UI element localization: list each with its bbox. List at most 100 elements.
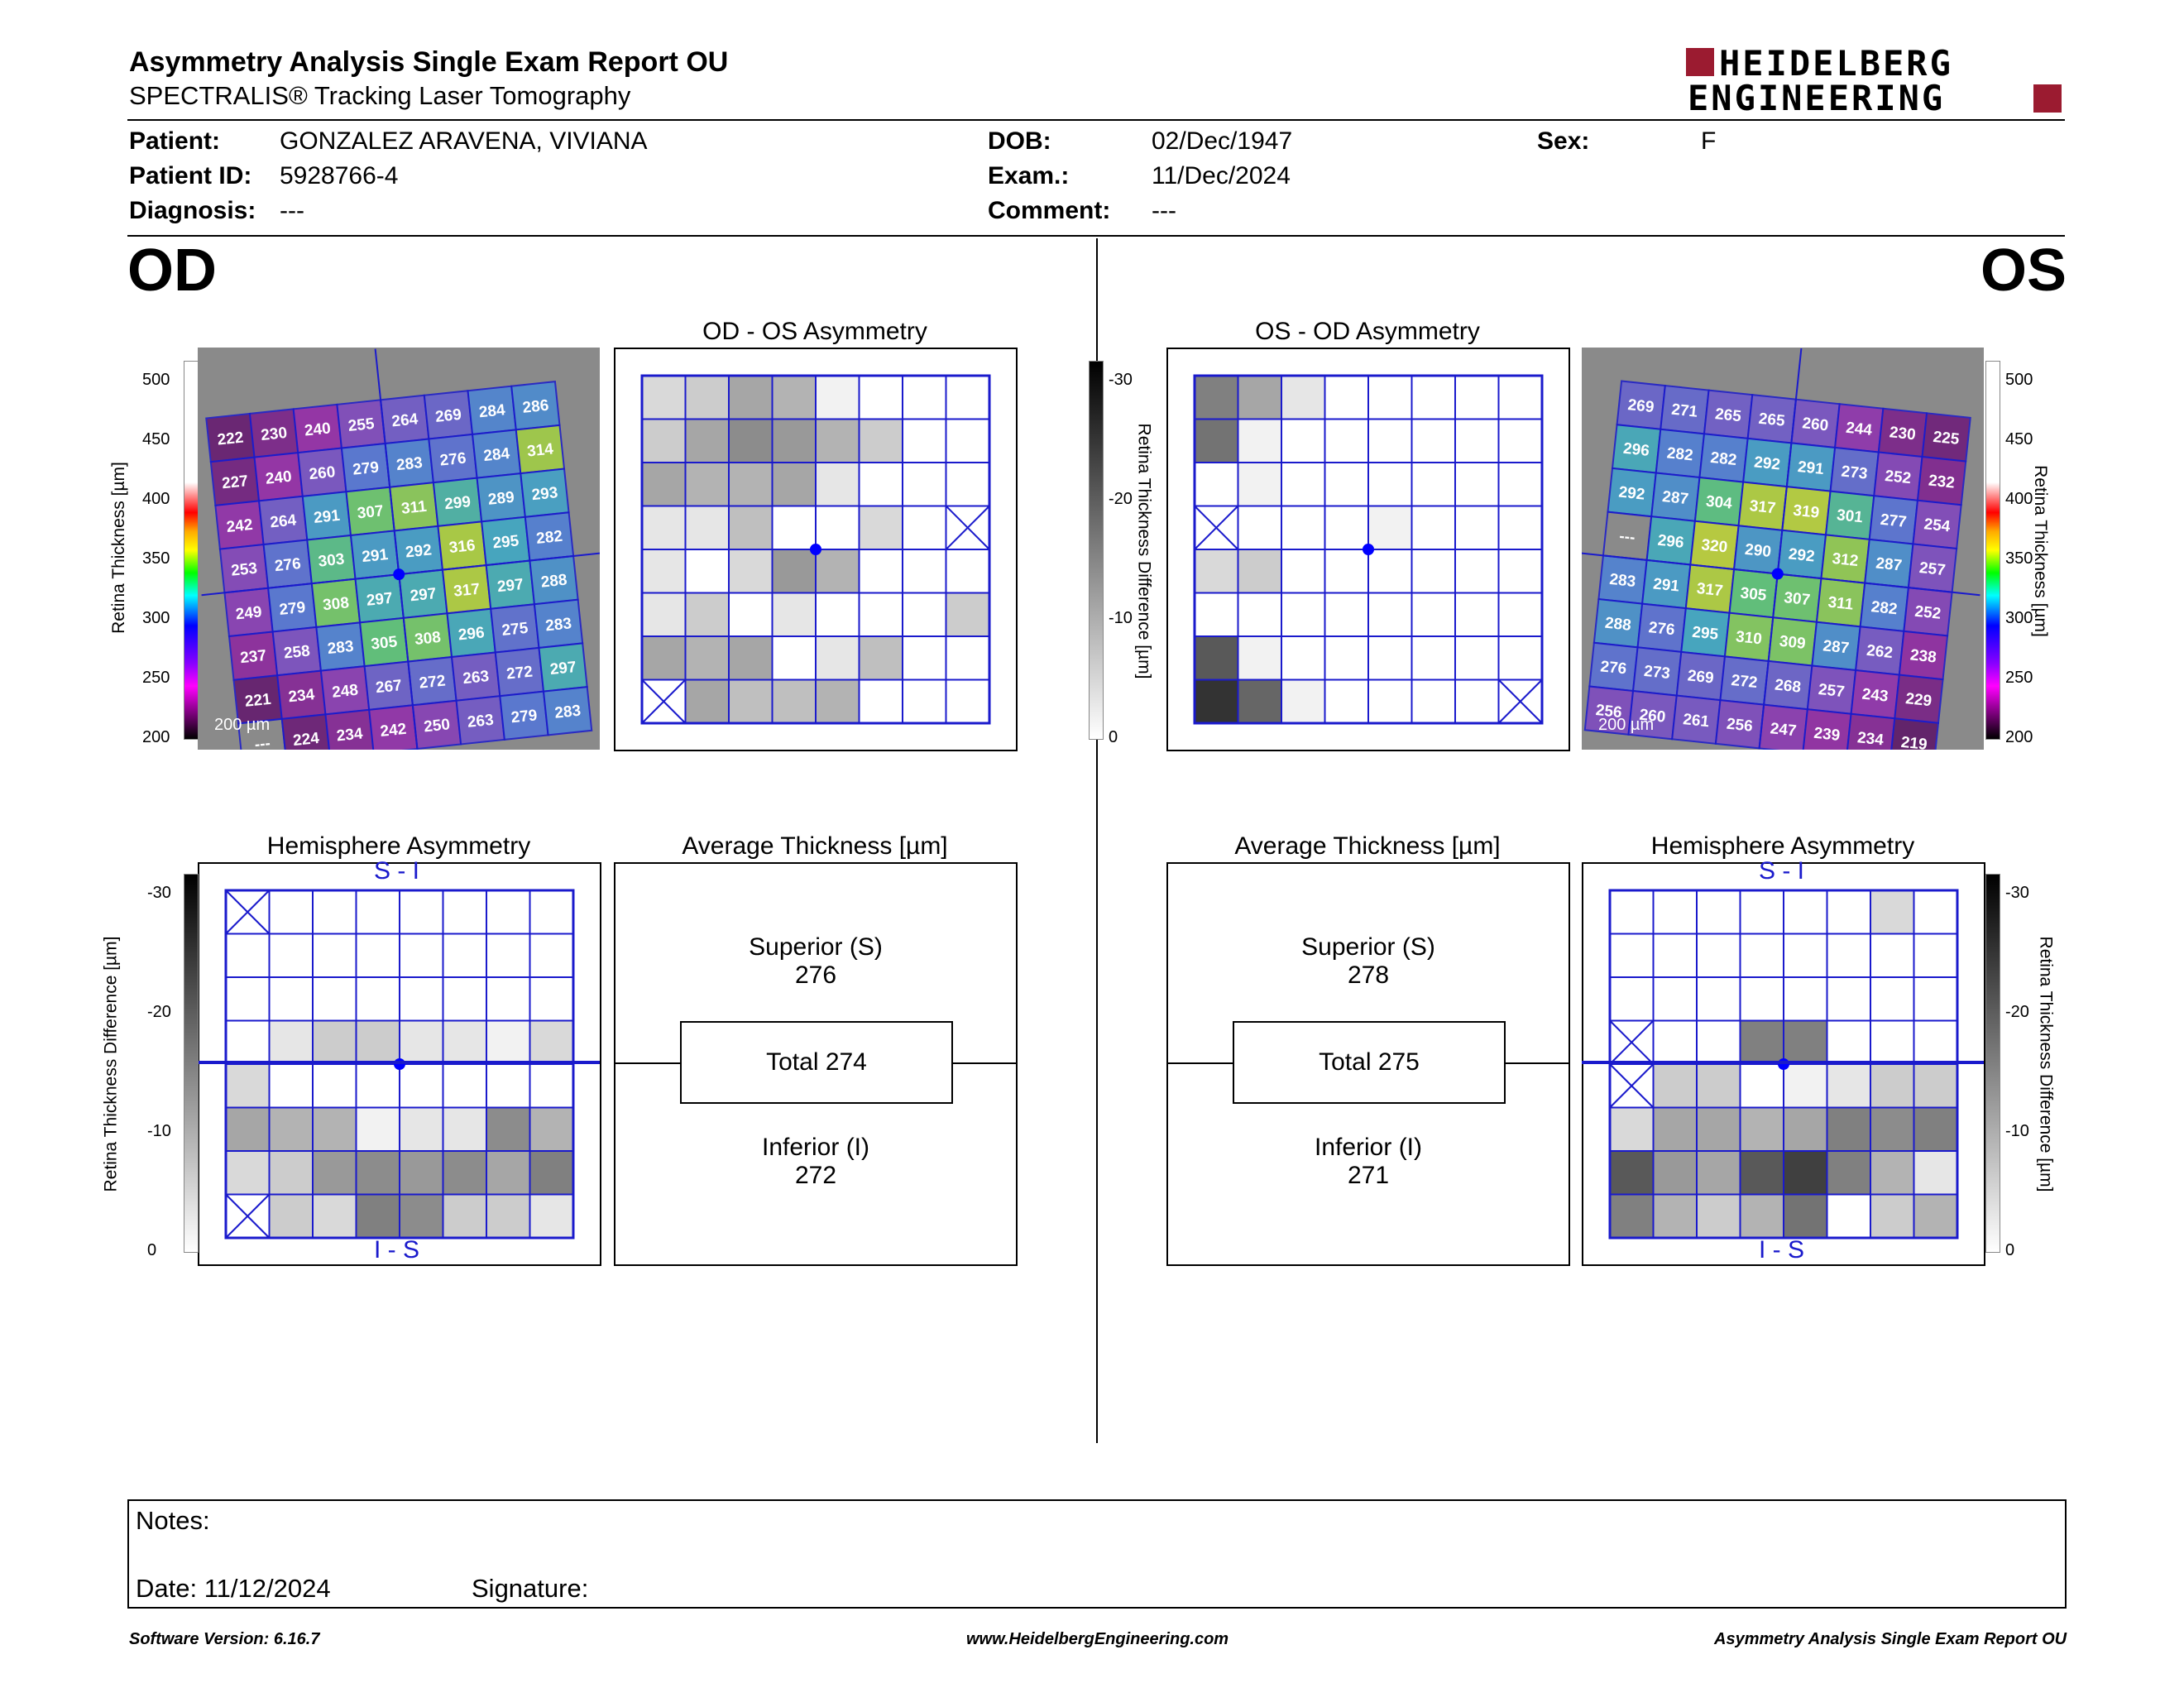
od-map-cell-value: 314 bbox=[526, 440, 554, 460]
od-hemi-cell bbox=[486, 890, 531, 935]
od-hemi-tick: -30 bbox=[147, 884, 171, 902]
od-map-cell-value: 279 bbox=[352, 459, 380, 479]
os-hemi-cell bbox=[1652, 1150, 1698, 1196]
os-map-cell-value: 254 bbox=[1923, 516, 1952, 535]
diagnosis-value: --- bbox=[280, 197, 304, 224]
os-map-cell-value: 311 bbox=[1827, 594, 1855, 614]
od-asym-cell bbox=[945, 635, 990, 681]
os-asym-excluded-mark bbox=[1497, 679, 1543, 724]
od-asym-cell bbox=[771, 635, 817, 681]
os-hemi-cell bbox=[1913, 1106, 1958, 1152]
od-asym-cell bbox=[902, 635, 947, 681]
od-hemi-cell bbox=[268, 1019, 314, 1065]
os-asym-tick: 0 bbox=[1109, 728, 1118, 746]
os-hemi-cell bbox=[1696, 1063, 1741, 1109]
footer-url[interactable]: www.HeidelbergEngineering.com bbox=[966, 1630, 1229, 1648]
od-hemi-cell bbox=[225, 1150, 271, 1196]
od-asym-fovea-dot bbox=[810, 544, 821, 555]
os-asym-cell bbox=[1324, 462, 1369, 507]
os-map-cell-value: 282 bbox=[1666, 444, 1694, 464]
od-asym-excluded-mark bbox=[641, 679, 687, 724]
od-asym-cell bbox=[815, 549, 860, 594]
os-map-cell-value: 260 bbox=[1802, 415, 1830, 434]
os-total-box: Total 275 bbox=[1233, 1021, 1506, 1104]
os-asym-cell bbox=[1497, 635, 1543, 681]
os-map-cell-value: 290 bbox=[1744, 541, 1772, 561]
os-hemi-cell bbox=[1783, 933, 1828, 978]
od-hemi-cell bbox=[529, 1106, 574, 1152]
od-asym-cell bbox=[902, 418, 947, 463]
os-thickness-tick: 300 bbox=[2005, 609, 2033, 627]
os-hemi-cell bbox=[1739, 1193, 1784, 1239]
os-asym-cell bbox=[1410, 679, 1456, 724]
os-asym-axis-label: Retina Thickness Difference [µm] bbox=[1134, 423, 1154, 679]
os-map-cell-value: 319 bbox=[1792, 502, 1820, 522]
od-map-cell-value: 296 bbox=[457, 624, 486, 644]
os-hemi-cell bbox=[1609, 933, 1655, 978]
od-asym-cell bbox=[858, 549, 903, 594]
os-superior-label: Superior (S) bbox=[1301, 933, 1435, 961]
od-asym-cell bbox=[728, 505, 774, 550]
od-hemi-cell bbox=[268, 1150, 314, 1196]
os-thickness-tick: 250 bbox=[2005, 669, 2033, 687]
os-map-cell-value: 277 bbox=[1880, 511, 1908, 531]
od-map-cell-value: 222 bbox=[217, 429, 245, 448]
os-hemi-excluded-mark bbox=[1609, 1063, 1655, 1109]
os-thickness-tick: 200 bbox=[2005, 728, 2033, 746]
od-map-cell-value: 286 bbox=[522, 397, 550, 417]
od-hemi-cell bbox=[355, 1019, 400, 1065]
os-hemi-cell bbox=[1696, 1150, 1741, 1196]
od-asym-cell bbox=[902, 592, 947, 637]
os-asym-cell bbox=[1194, 549, 1239, 594]
od-hemi-cell bbox=[442, 890, 487, 935]
logo-square-bottom bbox=[2033, 84, 2062, 113]
od-asym-cell bbox=[858, 592, 903, 637]
od-hemi-cell bbox=[225, 933, 271, 978]
od-hemi-cell bbox=[529, 1019, 574, 1065]
os-hemi-cell bbox=[1913, 1019, 1958, 1065]
os-asym-cell bbox=[1237, 549, 1282, 594]
os-map-grid: 269 271 265 265 260 244 230 225 296 282 282 292 291 2… bbox=[1579, 348, 1980, 768]
os-hemi-cell bbox=[1913, 890, 1958, 935]
od-map-cell-value: 282 bbox=[535, 528, 563, 548]
os-asym-fovea-dot bbox=[1363, 544, 1374, 555]
os-hemi-cell bbox=[1739, 933, 1784, 978]
od-map-cell-value: 240 bbox=[304, 420, 332, 439]
os-hemi-cell bbox=[1826, 890, 1871, 935]
od-asym-cell bbox=[728, 375, 774, 420]
os-asym-cell bbox=[1324, 679, 1369, 724]
logo-square-top bbox=[1686, 48, 1714, 76]
os-asym-cell bbox=[1237, 635, 1282, 681]
os-hemi-cell bbox=[1652, 1019, 1698, 1065]
od-map-cell bbox=[542, 686, 593, 736]
od-hemi-cell bbox=[268, 933, 314, 978]
os-map-cell-value: 265 bbox=[1758, 410, 1786, 430]
exam-label: Exam.: bbox=[988, 162, 1070, 189]
os-map-cell-value: 304 bbox=[1705, 493, 1733, 513]
os-thickness-tick: 450 bbox=[2005, 430, 2033, 448]
os-asym-tick: -20 bbox=[1109, 490, 1133, 508]
os-asym-cell bbox=[1324, 505, 1369, 550]
od-asym-cell bbox=[815, 418, 860, 463]
os-asym-cell bbox=[1281, 375, 1326, 420]
od-hemi-panel bbox=[198, 862, 601, 1266]
od-asym-cell bbox=[945, 462, 990, 507]
os-hemi-cell bbox=[1696, 976, 1741, 1022]
od-map-cell-value: 255 bbox=[347, 415, 376, 435]
od-hemi-cell bbox=[225, 1019, 271, 1065]
os-asym-cell bbox=[1237, 679, 1282, 724]
od-hemi-cell bbox=[399, 1019, 444, 1065]
od-map-cell-value: 283 bbox=[544, 615, 572, 635]
od-map-cell-value: 299 bbox=[443, 493, 472, 513]
logo-text-line1: HEIDELBERG bbox=[1719, 43, 1953, 84]
od-hemi-title: Hemisphere Asymmetry bbox=[266, 832, 531, 860]
od-asym-cell bbox=[641, 549, 687, 594]
os-map-cell-value: 287 bbox=[1822, 637, 1851, 657]
os-hemi-cell bbox=[1826, 1106, 1871, 1152]
dob-value: 02/Dec/1947 bbox=[1152, 127, 1293, 155]
os-asym-cell bbox=[1497, 418, 1543, 463]
os-hemi-cell bbox=[1652, 976, 1698, 1022]
od-hemi-cell bbox=[399, 976, 444, 1022]
od-hemi-svg bbox=[224, 889, 575, 1240]
od-asym-cell bbox=[815, 679, 860, 724]
